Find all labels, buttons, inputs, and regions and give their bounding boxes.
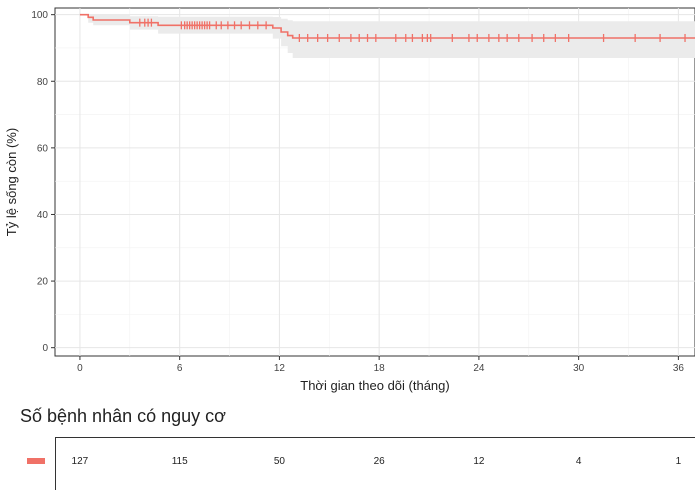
risk-count: 50 [273,456,285,467]
x-tick-label: 6 [177,363,183,374]
y-tick-label: 20 [37,277,49,288]
y-tick-label: 60 [37,143,49,154]
y-axis-label: Tỷ lệ sống còn (%) [4,128,19,236]
risk-table-title: Số bệnh nhân có nguy cơ [20,406,226,426]
risk-count: 12 [473,456,485,467]
x-tick-label: 30 [573,363,585,374]
x-axis-label: Thời gian theo dõi (tháng) [300,378,449,393]
survival-step-line [79,13,695,39]
risk-count: 4 [575,456,582,467]
axes: 0 6 12 18 24 30 36 0 20 40 60 80 100 [31,10,684,374]
y-tick-label: 40 [37,210,49,221]
risk-count: 26 [373,456,385,467]
survival-chart: 0 6 12 18 24 30 36 0 20 40 60 80 100 Thời gian theo … [4,7,695,393]
plot-panel [54,7,695,357]
y-tick-label: 80 [37,77,49,88]
risk-count: 127 [71,456,89,467]
grid-lines [55,8,695,356]
x-tick-label: 36 [673,363,685,374]
y-tick-label: 0 [42,343,48,354]
censor-marks [139,18,686,42]
x-tick-label: 12 [274,363,286,374]
risk-count: 115 [171,456,188,467]
survival-curve [79,13,695,39]
risk-count: 1 [675,456,682,467]
x-tick-label: 24 [473,363,485,374]
y-tick-label: 100 [31,10,48,21]
risk-table-panel [55,437,695,490]
risk-series-swatch [27,458,45,464]
x-tick-label: 18 [374,363,386,374]
x-tick-label: 0 [77,363,83,374]
